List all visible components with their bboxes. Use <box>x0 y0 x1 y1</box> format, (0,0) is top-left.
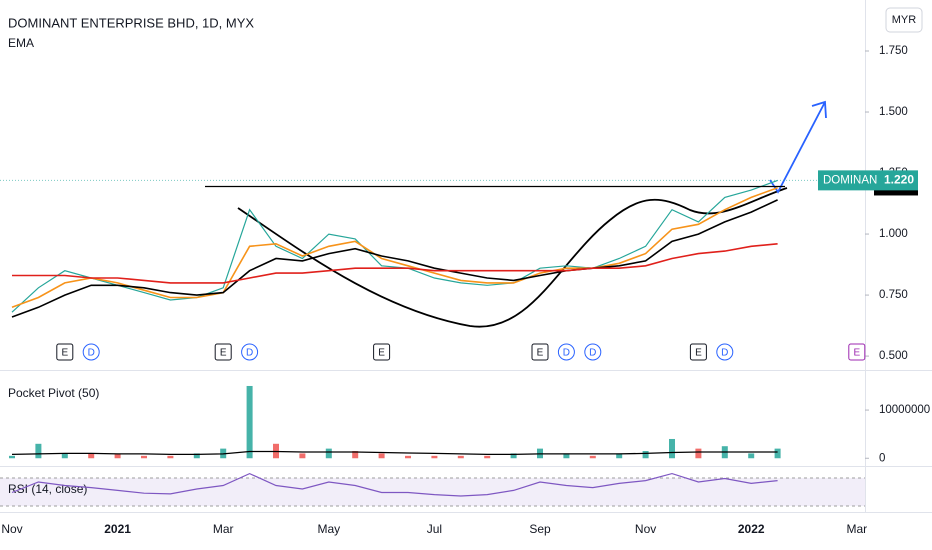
volume-bar <box>431 455 438 459</box>
rsi-band <box>0 478 865 506</box>
event-label: D <box>721 348 728 359</box>
volume-bar <box>405 455 411 459</box>
volume-bar <box>642 451 649 459</box>
event-label: D <box>589 348 596 359</box>
currency-label: MYR <box>892 14 917 26</box>
volume-bar <box>9 455 15 459</box>
price-tag-name: DOMINAN <box>823 174 877 186</box>
event-marker <box>584 343 602 361</box>
event-label: E <box>695 348 702 359</box>
indicator-label: EMA <box>8 36 34 50</box>
event-marker <box>848 343 866 361</box>
volume-bar <box>88 453 95 459</box>
y-tick-label: 0 <box>879 452 885 464</box>
series-line <box>11 472 778 497</box>
x-tick-label: Mar <box>846 522 867 536</box>
x-tick-label: 2022 <box>738 522 765 536</box>
event-label: D <box>563 348 570 359</box>
volume-bar <box>378 453 385 459</box>
series-line <box>11 179 778 313</box>
event-label: D <box>246 348 253 359</box>
event-marker <box>531 343 549 361</box>
volume-bar <box>193 453 200 459</box>
volume-bar <box>457 455 464 459</box>
x-tick-label: 2021 <box>104 522 131 536</box>
event-label: E <box>537 348 544 359</box>
currency-button[interactable] <box>885 7 923 33</box>
event-marker <box>214 343 232 361</box>
volume-bar <box>299 453 306 459</box>
event-marker <box>716 343 734 361</box>
y-tick-label: 0.500 <box>879 350 908 362</box>
volume-bar <box>589 455 596 459</box>
volume-bar <box>325 448 332 459</box>
x-tick-label: Nov <box>635 522 656 536</box>
event-label: E <box>378 348 385 359</box>
volume-bar <box>167 455 174 459</box>
series-line <box>11 186 778 309</box>
average-line <box>11 450 778 456</box>
event-marker <box>689 343 707 361</box>
price-tag <box>818 170 918 191</box>
x-tick-label: Sep <box>529 522 551 536</box>
projection-arrow <box>769 100 827 194</box>
volume-bar <box>484 455 491 459</box>
event-marker <box>56 343 74 361</box>
chart-title: DOMINANT ENTERPRISE BHD, 1D, MYX <box>8 15 254 30</box>
volume-bar <box>510 453 517 459</box>
event-label: E <box>853 348 860 359</box>
x-tick-label: Mar <box>213 522 234 536</box>
volume-bar <box>352 451 359 459</box>
volume-bar <box>246 385 253 459</box>
x-tick-label: Nov <box>1 522 22 536</box>
cup-drawing <box>237 187 788 328</box>
event-marker <box>241 343 259 361</box>
event-label: E <box>61 348 68 359</box>
volume-bar <box>61 453 68 459</box>
series-line <box>12 243 778 284</box>
y-tick-label: 10000000 <box>879 404 930 416</box>
event-label: D <box>88 348 95 359</box>
y-tick-label: 1.750 <box>879 45 908 57</box>
volume-bar <box>616 453 623 459</box>
x-tick-label: Jul <box>427 522 442 536</box>
volume-bar <box>695 448 702 459</box>
event-marker <box>82 343 100 361</box>
volume-bar <box>774 448 781 459</box>
volume-bar <box>563 453 570 459</box>
series-line <box>11 199 778 318</box>
volume-bar <box>35 443 42 459</box>
volume-bar <box>669 438 675 459</box>
price-tag-value: 1.220 <box>884 173 914 187</box>
volume-bar <box>114 454 121 459</box>
pane-title: Pocket Pivot (50) <box>8 386 99 400</box>
y-tick-label: 1.000 <box>879 228 908 240</box>
event-marker <box>373 343 391 361</box>
volume-bar <box>748 453 755 459</box>
y-tick-label: 0.750 <box>879 289 908 301</box>
x-tick-label: May <box>317 522 340 536</box>
event-marker <box>557 343 575 361</box>
event-label: E <box>220 348 227 359</box>
volume-bar <box>141 455 147 459</box>
y-tick-label: 1.500 <box>879 106 908 118</box>
